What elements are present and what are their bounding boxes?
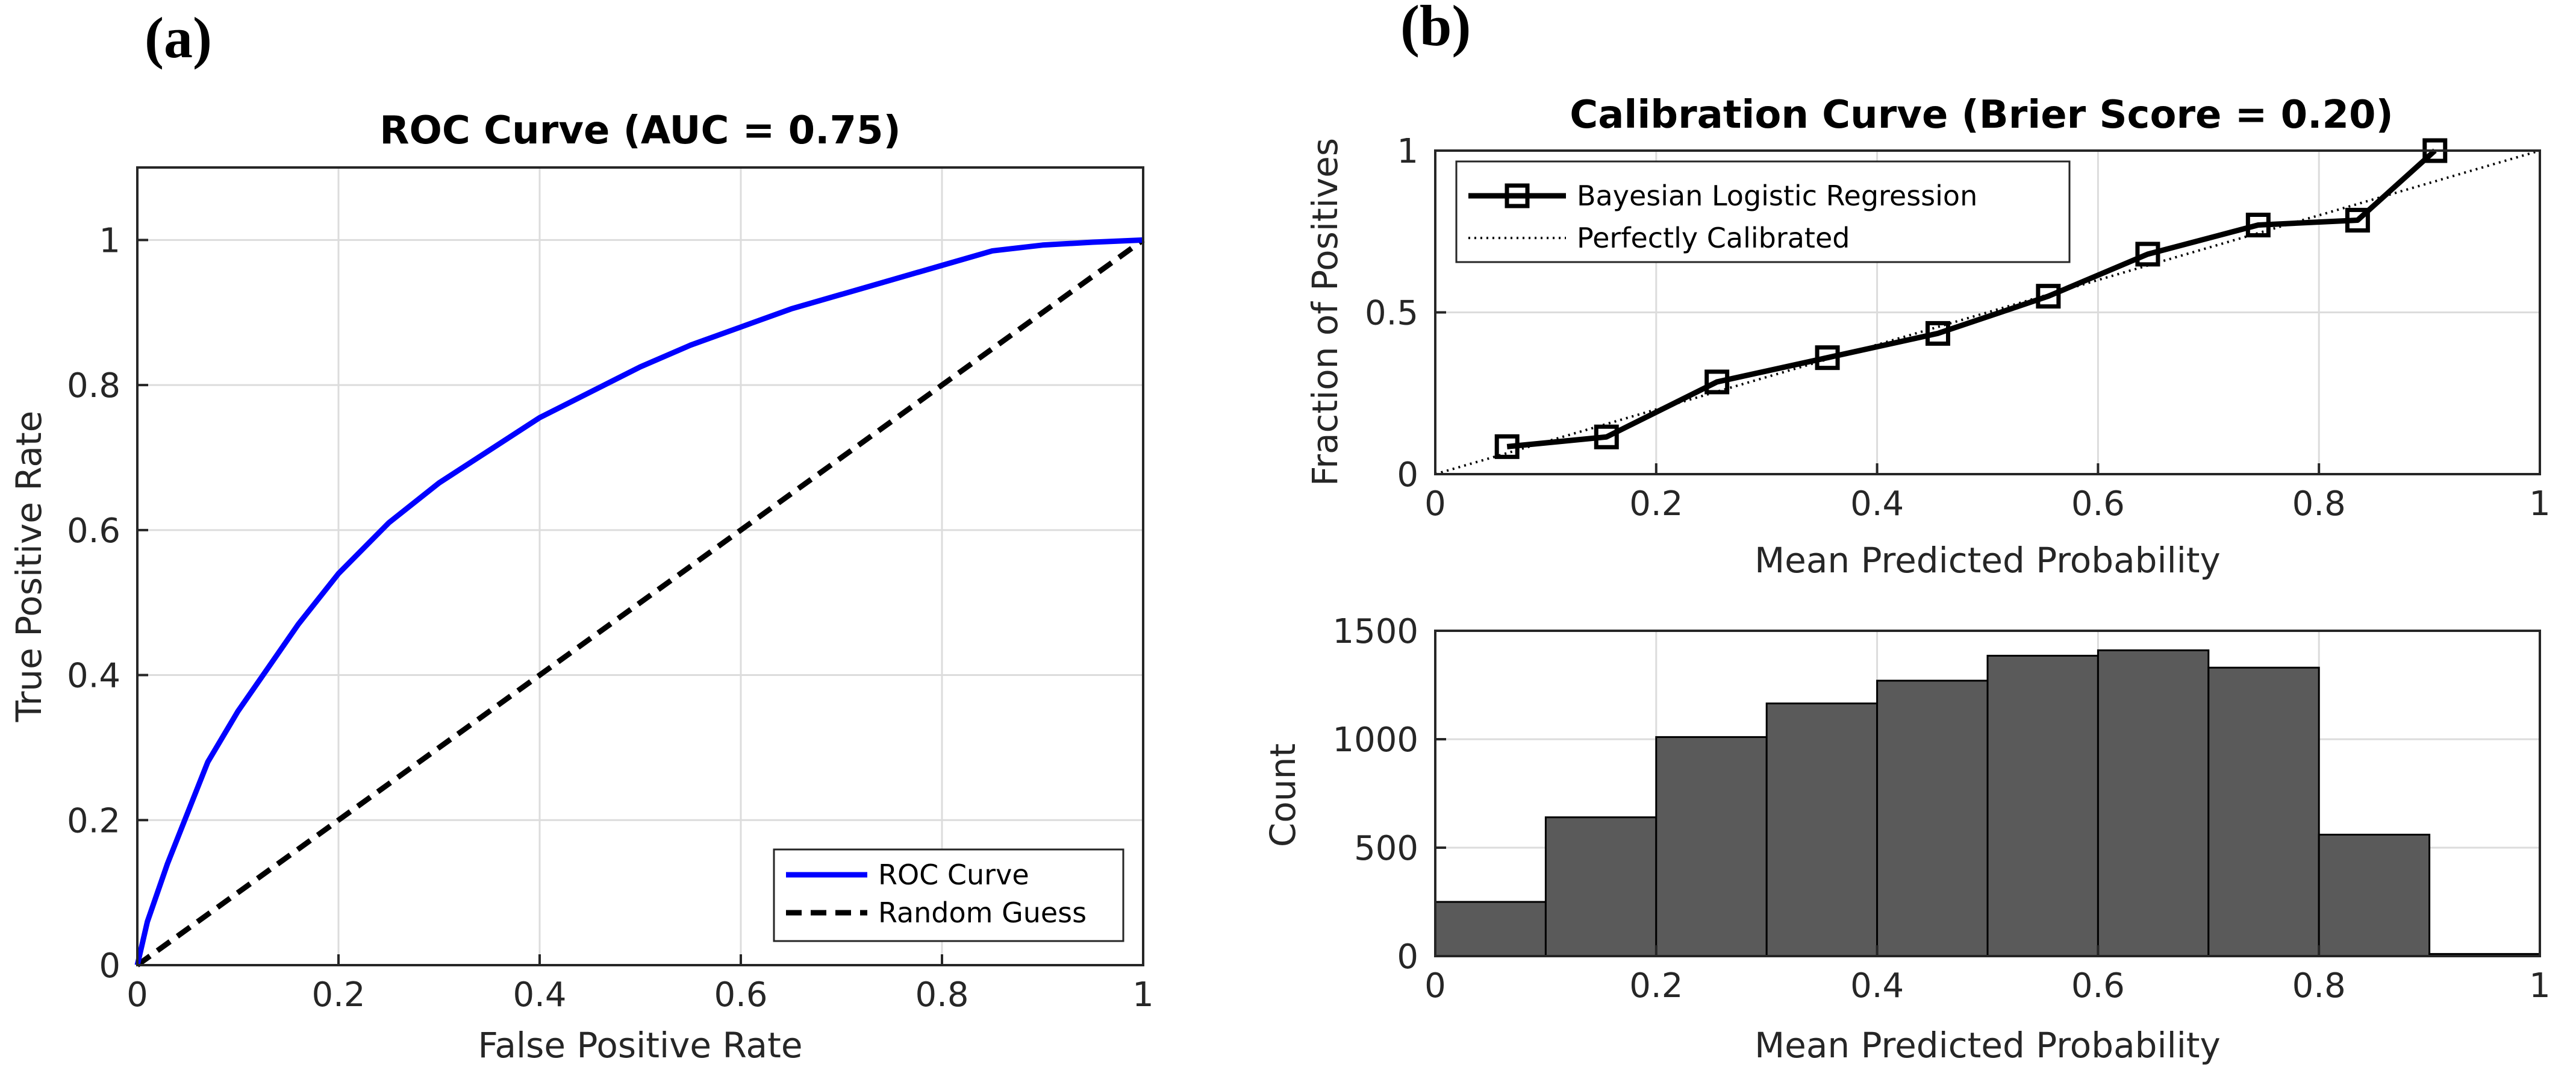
- roc-x-tick-label-2: 0.4: [513, 975, 566, 1015]
- histogram-x-tick-label-3: 0.6: [2071, 966, 2125, 1006]
- histogram-chart: 0 0.2 0.4 0.6 0.8 1 0 500 1000 1500 Mean Predicte…: [1262, 612, 2551, 1066]
- roc-series: [134, 237, 1145, 968]
- calibration-title: Calibration Curve (Brier Score = 0.20): [1570, 93, 2394, 137]
- roc-grid: [137, 167, 1143, 965]
- roc-random-guess-line: [136, 237, 1145, 968]
- histogram-x-tick-label-4: 0.8: [2292, 966, 2346, 1006]
- calibration-point-2: [1704, 369, 1730, 395]
- histogram-bar-5: [1986, 654, 2099, 957]
- calibration-point-0: [1494, 434, 1520, 459]
- calibration-point-5: [2036, 284, 2061, 309]
- roc-y-axis-label: True Positive Rate: [8, 411, 49, 723]
- roc-x-tick-label-5: 1: [1132, 975, 1154, 1015]
- calibration-y-tick-label-1: 0.5: [1365, 294, 1418, 333]
- calibration-legend: Bayesian Logistic Regression Perfectly C…: [1455, 160, 2071, 263]
- calibration-point-6: [2135, 242, 2160, 267]
- calibration-legend-label-perfect: Perfectly Calibrated: [1577, 222, 1850, 254]
- histogram-bar-2: [1655, 736, 1768, 957]
- panel-label-a: (a): [145, 5, 212, 70]
- roc-legend: ROC Curve Random Guess: [773, 848, 1124, 942]
- histogram-y-tick-label-2: 1000: [1332, 721, 1418, 760]
- calibration-y-tick-label-0: 0: [1397, 455, 1418, 495]
- roc-chart: ROC Curve (AUC = 0.75) 0 0.2 0.4 0.6 0.8 1 0 0.…: [8, 108, 1154, 1066]
- roc-curve-line: [134, 237, 1144, 966]
- roc-y-tick-label-1: 0.2: [67, 801, 120, 840]
- roc-title: ROC Curve (AUC = 0.75): [379, 108, 901, 153]
- calibration-x-tick-label-1: 0.2: [1629, 484, 1683, 524]
- roc-x-tick-label-3: 0.6: [714, 975, 767, 1015]
- histogram-x-axis-label: Mean Predicted Probability: [1754, 1025, 2221, 1066]
- roc-x-axis-label: False Positive Rate: [478, 1025, 802, 1066]
- calibration-y-tick-label-2: 1: [1397, 132, 1418, 171]
- calibration-legend-marker: [1505, 183, 1530, 208]
- roc-y-tick-label-0: 0: [99, 946, 120, 986]
- calibration-point-1: [1594, 424, 1619, 449]
- calibration-curve-line: [1506, 148, 2437, 449]
- calibration-point-4: [1925, 321, 1950, 346]
- histogram-bar-1: [1544, 816, 1658, 957]
- roc-y-tick-label-4: 0.8: [67, 366, 120, 405]
- histogram-bar-0: [1434, 901, 1547, 957]
- histogram-y-tick-label-3: 1500: [1332, 612, 1418, 651]
- histogram-bar-4: [1876, 680, 1989, 957]
- calibration-x-tick-label-2: 0.4: [1850, 484, 1904, 524]
- roc-legend-label-random: Random Guess: [878, 896, 1087, 929]
- calibration-series: [1435, 138, 2540, 475]
- roc-axes-box: [136, 166, 1144, 966]
- calibration-x-tick-label-4: 0.8: [2292, 484, 2346, 524]
- calibration-x-tick-label-3: 0.6: [2071, 484, 2125, 524]
- roc-y-tick-label-3: 0.6: [67, 511, 120, 551]
- roc-x-tick-label-4: 0.8: [915, 975, 968, 1015]
- calibration-tick-labels: 0 0.2 0.4 0.6 0.8 1 0 0.5 1: [1365, 132, 2551, 524]
- calibration-x-axis-label: Mean Predicted Probability: [1754, 540, 2221, 581]
- histogram-bars: [1434, 649, 2541, 957]
- histogram-x-tick-label-0: 0: [1424, 966, 1446, 1006]
- histogram-bar-6: [2097, 649, 2210, 957]
- calibration-perfect-line: [1435, 149, 2540, 475]
- histogram-bar-7: [2207, 666, 2320, 957]
- histogram-axes-box: [1434, 630, 2541, 957]
- roc-x-tick-label-0: 0: [126, 975, 148, 1015]
- calibration-legend-box: [1455, 160, 2071, 263]
- histogram-y-tick-label-0: 0: [1397, 937, 1418, 977]
- histogram-tick-labels: 0 0.2 0.4 0.6 0.8 1 0 500 1000 1500: [1332, 612, 2550, 1006]
- histogram-x-tick-label-5: 1: [2529, 966, 2551, 1006]
- histogram-bar-3: [1765, 702, 1879, 957]
- calibration-chart: Calibration Curve (Brier Score = 0.20) 0…: [1305, 93, 2551, 581]
- roc-y-tick-label-5: 1: [99, 221, 120, 260]
- histogram-y-tick-label-1: 500: [1354, 829, 1418, 868]
- histogram-x-tick-label-1: 0.2: [1629, 966, 1683, 1006]
- roc-y-tick-label-2: 0.4: [67, 657, 120, 696]
- calibration-x-tick-label-0: 0: [1424, 484, 1446, 524]
- roc-tick-labels: 0 0.2 0.4 0.6 0.8 1 0 0.2 0.4 0.6 0.8 1: [67, 221, 1154, 1015]
- histogram-y-axis-label: Count: [1262, 743, 1303, 847]
- calibration-point-8: [2345, 207, 2370, 233]
- roc-x-tick-label-1: 0.2: [311, 975, 365, 1015]
- calibration-y-axis-label: Fraction of Positives: [1305, 138, 1346, 486]
- calibration-x-tick-label-5: 1: [2529, 484, 2551, 524]
- calibration-point-7: [2245, 213, 2271, 238]
- panel-label-b: (b): [1400, 0, 1471, 58]
- roc-legend-box: [773, 848, 1124, 942]
- calibration-point-3: [1815, 345, 1840, 371]
- histogram-x-tick-label-2: 0.4: [1850, 966, 1904, 1006]
- histogram-bar-8: [2318, 833, 2431, 957]
- calibration-legend-label-model: Bayesian Logistic Regression: [1577, 180, 1977, 212]
- roc-legend-label-roc: ROC Curve: [878, 859, 1029, 891]
